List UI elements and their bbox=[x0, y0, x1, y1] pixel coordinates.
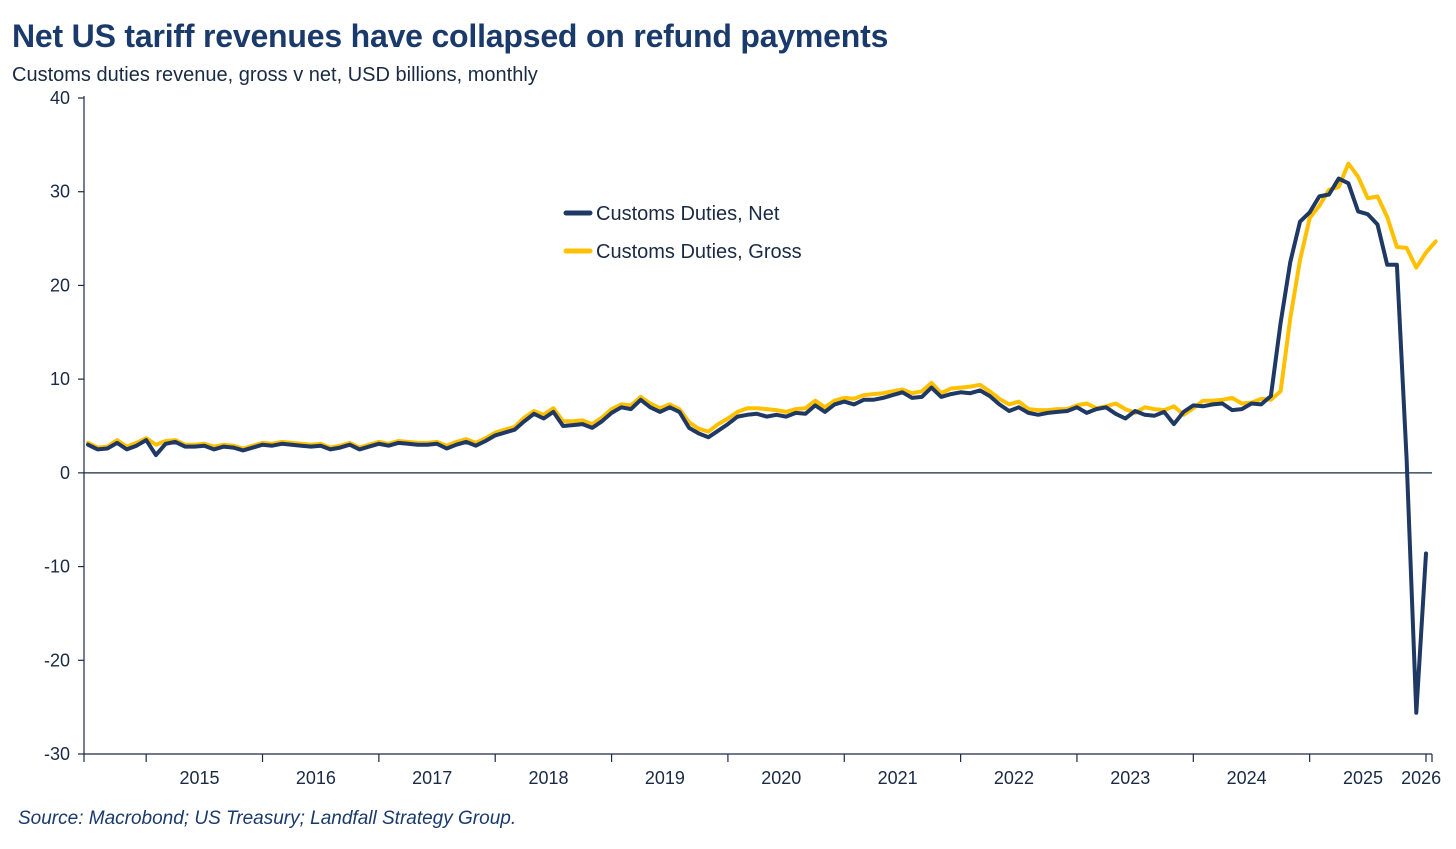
x-tick-label: 2025 bbox=[1343, 768, 1383, 788]
x-tick-label: 2023 bbox=[1110, 768, 1150, 788]
legend: Customs Duties, Net Customs Duties, Gross bbox=[563, 203, 802, 263]
tick-labels: -30 -20 -10 0 10 20 30 40 2015 2016 2017 2018 2019 20… bbox=[44, 88, 1441, 788]
axes bbox=[78, 96, 1433, 762]
x-tick-label: 2021 bbox=[878, 768, 918, 788]
legend-label-net: Customs Duties, Net bbox=[596, 203, 780, 225]
x-tick-label: 2018 bbox=[529, 768, 569, 788]
x-tick-label: 2017 bbox=[412, 768, 452, 788]
y-tick-label: 30 bbox=[50, 182, 70, 202]
x-tick-label: 2026 bbox=[1401, 768, 1441, 788]
y-tick-label: 20 bbox=[50, 275, 70, 295]
series-lines bbox=[86, 161, 1438, 715]
y-tick-label: -20 bbox=[44, 650, 70, 670]
x-tick-label: 2015 bbox=[179, 768, 219, 788]
y-tick-label: 10 bbox=[50, 369, 70, 389]
x-tick-label: 2016 bbox=[296, 768, 336, 788]
y-tick-label: -10 bbox=[44, 557, 70, 577]
chart-title: Net US tariff revenues have collapsed on… bbox=[12, 18, 889, 54]
y-tick-label: 40 bbox=[50, 88, 70, 108]
x-tick-label: 2022 bbox=[994, 768, 1034, 788]
y-tick-label: 0 bbox=[60, 463, 70, 483]
x-tick-label: 2019 bbox=[645, 768, 685, 788]
source-note: Source: Macrobond; US Treasury; Landfall… bbox=[18, 808, 517, 829]
net-series-line bbox=[86, 176, 1428, 715]
y-tick-label: -30 bbox=[44, 744, 70, 764]
x-tick-label: 2024 bbox=[1227, 768, 1267, 788]
x-tick-label: 2020 bbox=[761, 768, 801, 788]
legend-label-gross: Customs Duties, Gross bbox=[596, 241, 802, 263]
chart-subtitle: Customs duties revenue, gross v net, USD… bbox=[12, 64, 538, 86]
